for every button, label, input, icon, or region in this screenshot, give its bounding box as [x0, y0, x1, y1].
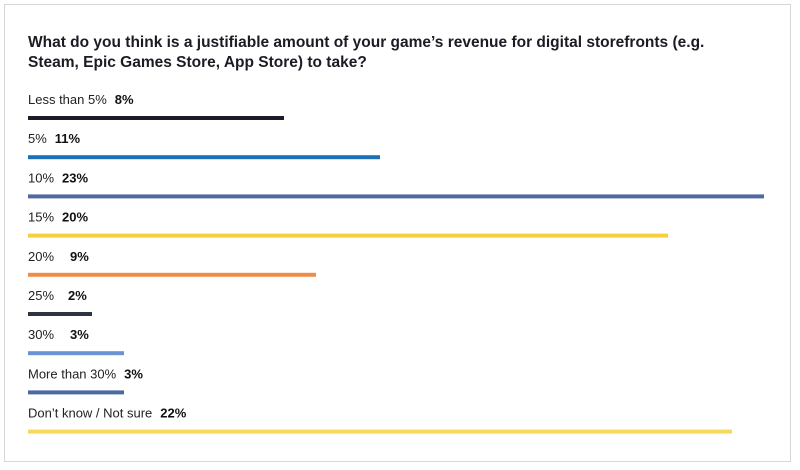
value-label: 20%	[62, 210, 88, 225]
category-label: 25%	[28, 288, 54, 303]
chart-frame	[4, 4, 791, 462]
value-label: 3%	[124, 366, 143, 381]
value-label: 2%	[68, 288, 87, 303]
category-label: 15%	[28, 210, 54, 225]
bar	[28, 155, 380, 160]
bar	[28, 429, 732, 434]
category-label: 5%	[28, 131, 47, 146]
chart-title: What do you think is a justifiable amoun…	[28, 34, 705, 71]
value-label: 11%	[55, 131, 81, 146]
bar	[28, 272, 316, 277]
bar	[28, 233, 668, 238]
value-label: 3%	[70, 327, 89, 342]
category-label: More than 30%	[28, 366, 117, 381]
category-label: Less than 5%	[28, 92, 107, 107]
bar	[28, 312, 92, 316]
bar	[28, 116, 284, 120]
category-label: 30%	[28, 327, 54, 342]
bar	[28, 351, 124, 356]
value-label: 23%	[62, 170, 88, 185]
category-label: 20%	[28, 249, 54, 264]
category-label: 10%	[28, 170, 54, 185]
value-label: 9%	[70, 249, 89, 264]
value-label: 8%	[115, 92, 134, 107]
value-label: 22%	[160, 406, 186, 421]
bar	[28, 390, 124, 395]
bar	[28, 194, 764, 199]
category-label: Don’t know / Not sure	[28, 406, 152, 421]
